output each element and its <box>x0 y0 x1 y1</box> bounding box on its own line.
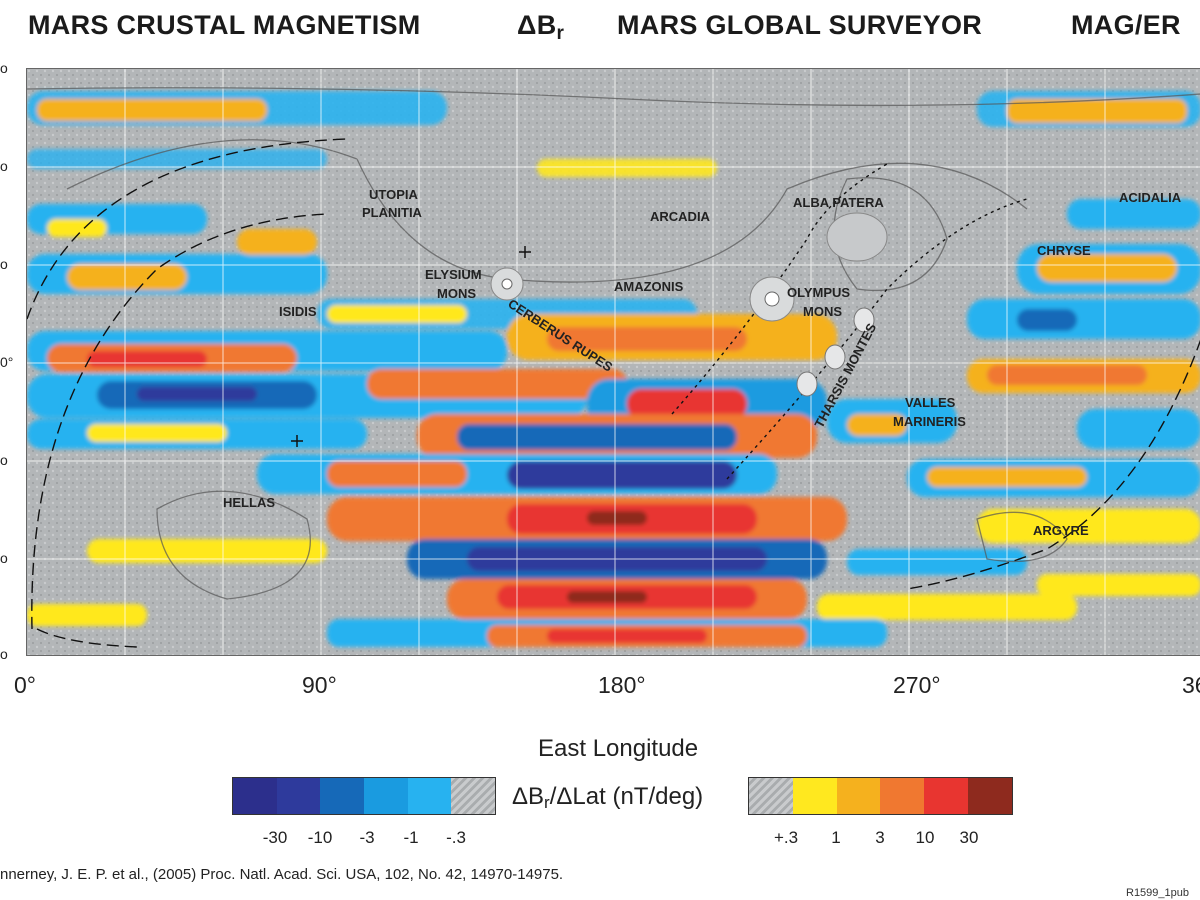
legend-swatch-neutral <box>451 778 496 814</box>
figure-id: R1599_1pub <box>1126 887 1190 899</box>
lon-label-0: 0° <box>14 672 36 698</box>
legend-tick: -1 <box>403 828 419 847</box>
label-argyre: ARGYRE <box>1033 523 1089 538</box>
map-title: MARS CRUSTAL MAGNETISM <box>28 10 421 40</box>
legend-tick: 1 <box>831 828 841 847</box>
legend-label-main: ΔB <box>512 783 545 810</box>
lat-tick-equator: 0° <box>0 354 14 370</box>
legend-tick: 10 <box>915 828 935 847</box>
legend-tick: 3 <box>875 828 885 847</box>
dashed-boundary <box>27 138 1200 648</box>
legend-swatch <box>233 778 277 814</box>
anomaly-bands <box>27 91 1200 647</box>
lat-tick: o <box>0 158 8 174</box>
label-valles-marineris: VALLES MARINERIS <box>893 395 966 429</box>
lon-label-270: 270° <box>893 672 941 698</box>
legend-positive-scale <box>748 777 1013 815</box>
magnetism-map-graphic: UTOPIA PLANITIA ARCADIA ALBA PATERA ACID… <box>27 69 1200 655</box>
legend-swatch <box>364 778 408 814</box>
legend-swatch <box>792 778 837 814</box>
crosshair-markers <box>291 246 531 447</box>
legend-swatch <box>320 778 365 814</box>
legend-swatch <box>836 778 881 814</box>
magnetism-map[interactable]: UTOPIA PLANITIA ARCADIA ALBA PATERA ACID… <box>26 68 1200 656</box>
legend-swatch <box>880 778 925 814</box>
legend-tick: -10 <box>307 828 333 847</box>
lat-tick: o <box>0 550 8 566</box>
lon-label-180: 180° <box>598 672 646 698</box>
mission-name: MARS GLOBAL SURVEYOR <box>617 10 983 40</box>
quantity-symbol: ΔBr <box>517 10 564 45</box>
label-elysium-mons: ELYSIUM MONS <box>425 267 485 301</box>
dotted-trend <box>671 163 1028 480</box>
legend-label: ΔBr/ΔLat (nT/deg) <box>512 783 703 813</box>
legend-swatch <box>968 778 1012 814</box>
lat-tick: o <box>0 452 8 468</box>
legend-swatch <box>924 778 969 814</box>
lon-label-360: 36 <box>1182 672 1200 698</box>
quantity-symbol-sub: r <box>556 23 565 44</box>
label-isidis: ISIDIS <box>279 304 317 319</box>
legend-label-rest: /ΔLat (nT/deg) <box>549 783 704 810</box>
label-amazonis: AMAZONIS <box>614 279 684 294</box>
legend-tick: -3 <box>359 828 375 847</box>
lat-tick: o <box>0 256 8 272</box>
label-olympus-mons: OLYMPUS MONS <box>787 285 854 319</box>
lat-tick: o <box>0 646 8 662</box>
volcano-markers <box>490 212 888 397</box>
citation: nnerney, J. E. P. et al., (2005) Proc. N… <box>0 866 564 883</box>
legend-swatch-neutral <box>749 778 793 814</box>
lon-label-90: 90° <box>302 672 337 698</box>
map-grid <box>27 69 1200 655</box>
legend-tick: 30 <box>959 828 979 847</box>
legend-tick: -30 <box>262 828 288 847</box>
instrument-name: MAG/ER <box>1071 10 1181 40</box>
legend-tick: -.3 <box>446 828 466 847</box>
label-hellas: HELLAS <box>223 495 275 510</box>
legend-swatch <box>407 778 452 814</box>
label-arcadia: ARCADIA <box>650 209 711 224</box>
axis-title: East Longitude <box>538 735 699 762</box>
legend-negative-scale <box>232 777 496 815</box>
label-chryse: CHRYSE <box>1037 243 1091 258</box>
legend-label-sub: r <box>544 793 550 812</box>
legend-tick: +.3 <box>773 828 799 847</box>
label-utopia-planitia: UTOPIA PLANITIA <box>362 187 423 220</box>
label-acidalia: ACIDALIA <box>1119 190 1182 205</box>
lat-tick: o <box>0 60 8 76</box>
legend-swatch <box>276 778 321 814</box>
quantity-symbol-main: ΔB <box>517 10 557 40</box>
label-alba-patera: ALBA PATERA <box>793 195 884 210</box>
